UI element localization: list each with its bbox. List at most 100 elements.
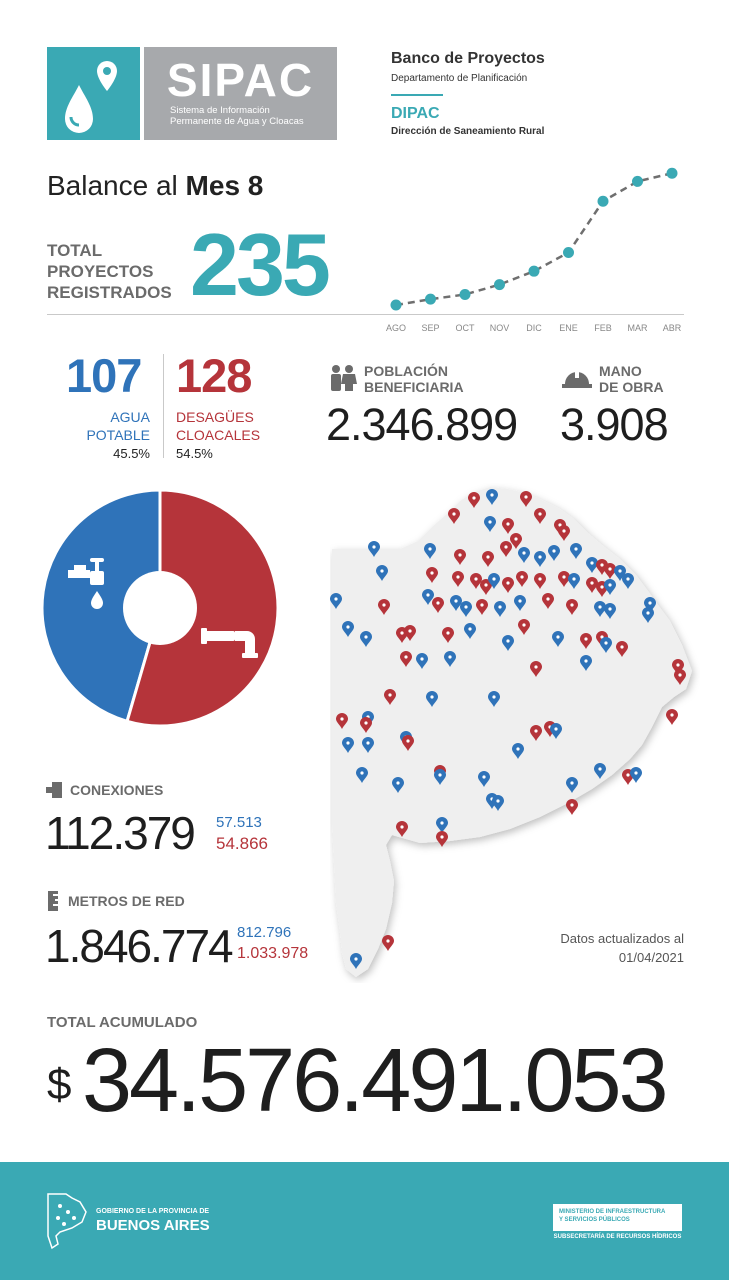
map-pin-dot [618, 569, 622, 573]
trend-point-sep [425, 293, 436, 305]
map-pin-icon [350, 953, 362, 969]
map-pin-dot [608, 607, 612, 611]
map-pin-icon [464, 623, 476, 639]
map-pin-icon [426, 567, 438, 583]
map-pin-icon [376, 565, 388, 581]
map-pin-dot [456, 575, 460, 579]
map-pin-icon [384, 689, 396, 705]
map-pin-icon [580, 655, 592, 671]
map-pin-icon [478, 771, 490, 787]
map-pin-dot [452, 512, 456, 516]
map-pin-dot [534, 665, 538, 669]
water-drop-icon [65, 61, 117, 133]
month-label-dic: DIC [526, 323, 542, 333]
map-pin-icon [460, 601, 472, 617]
projects-donut-chart [40, 488, 280, 728]
map-pin-dot [514, 537, 518, 541]
map-pin-dot [574, 547, 578, 551]
map-pin-dot [468, 627, 472, 631]
map-pin-dot [506, 639, 510, 643]
map-pin-dot [626, 577, 630, 581]
sipac-logo-mark [47, 47, 140, 140]
trend-line-chart [390, 167, 678, 311]
map-pin-dot [598, 767, 602, 771]
map-pin-dot [346, 741, 350, 745]
map-pin-dot [404, 655, 408, 659]
mano-label-line2: DE OBRA [599, 379, 664, 395]
map-pin-icon [594, 763, 606, 779]
mano-label-line1: MANO [599, 363, 642, 379]
map-pin-icon [604, 579, 616, 595]
map-pin-dot [562, 575, 566, 579]
map-pin-icon [604, 603, 616, 619]
hard-hat-icon [562, 370, 592, 388]
map-pin-icon [488, 573, 500, 589]
map-pin-dot [504, 545, 508, 549]
map-pin-dot [454, 599, 458, 603]
map-pin-dot [484, 583, 488, 587]
map-pin-icon [450, 595, 462, 611]
map-pin-dot [608, 567, 612, 571]
map-pin-dot [380, 569, 384, 573]
map-pin-dot [496, 799, 500, 803]
map-pin-dot [498, 605, 502, 609]
map-pin-dot [458, 553, 462, 557]
map-pin-dot [506, 581, 510, 585]
poblacion-value: 2.346.899 [326, 399, 518, 450]
map-pin-dot [396, 781, 400, 785]
logo-subtitle: Sistema de Información Permanente de Agu… [170, 105, 330, 127]
map-pin-dot [538, 577, 542, 581]
ruler-icon [48, 891, 58, 911]
map-pin-icon [548, 545, 560, 561]
map-pin-icon [644, 597, 656, 613]
agua-count: 107 [66, 349, 142, 402]
province-map-icon [332, 487, 692, 983]
map-pin-dot [538, 555, 542, 559]
header-subtitle: Departamento de Planificación [391, 73, 528, 84]
conexiones-label: CONEXIONES [70, 782, 164, 798]
currency-symbol: $ [47, 1060, 72, 1109]
map-pin-icon [674, 669, 686, 685]
map-pin-dot [570, 603, 574, 607]
conexiones-agua: 57.513 [216, 814, 262, 831]
map-pin-icon [356, 767, 368, 783]
map-pin-icon [566, 599, 578, 615]
map-pin-icon [434, 769, 446, 785]
map-pin-dot [518, 599, 522, 603]
map-pin-icon [580, 633, 592, 649]
trend-point-abr [666, 167, 678, 179]
sipac-logo-text: SIPAC Sistema de Información Permanente … [144, 47, 337, 140]
metros-red-cloaca: 1.033.978 [237, 945, 309, 962]
map-pin-dot [430, 571, 434, 575]
cloaca-percent: 54.5% [176, 446, 213, 461]
trend-point-feb [597, 195, 609, 207]
map-pin-dot [364, 635, 368, 639]
gobierno-label: GOBIERNO DE LA PROVINCIA DE [96, 1208, 210, 1215]
map-pin-icon [604, 563, 616, 579]
map-pin-dot [676, 663, 680, 667]
map-pin-dot [436, 601, 440, 605]
map-pin-dot [400, 825, 404, 829]
map-pin-dot [334, 597, 338, 601]
map-pin-icon [542, 593, 554, 609]
map-pin-icon [586, 577, 598, 593]
map-pin-dot [440, 835, 444, 839]
map-pin-dot [506, 522, 510, 526]
map-pin-icon [518, 547, 530, 563]
map-pin-dot [464, 605, 468, 609]
map-pin-icon [502, 518, 514, 534]
map-pin-icon [454, 549, 466, 565]
map-pin-dot [340, 717, 344, 721]
cloaca-label-line1: DESAGÜES [176, 409, 254, 425]
subsecretaria-label: SUBSECRETARÍA DE RECURSOS HÍDRICOS [553, 1234, 682, 1240]
map-pin-icon [502, 577, 514, 593]
map-pin-dot [538, 512, 542, 516]
map-pin-dot [472, 496, 476, 500]
trend-point-ago [390, 299, 402, 311]
header-org-long: Dirección de Saneamiento Rural [391, 126, 545, 137]
update-date: 01/04/2021 [618, 950, 684, 965]
map-pin-icon [500, 541, 512, 557]
map-pin-dot [626, 773, 630, 777]
map-pin-icon [502, 635, 514, 651]
map-pin-icon [666, 709, 678, 725]
